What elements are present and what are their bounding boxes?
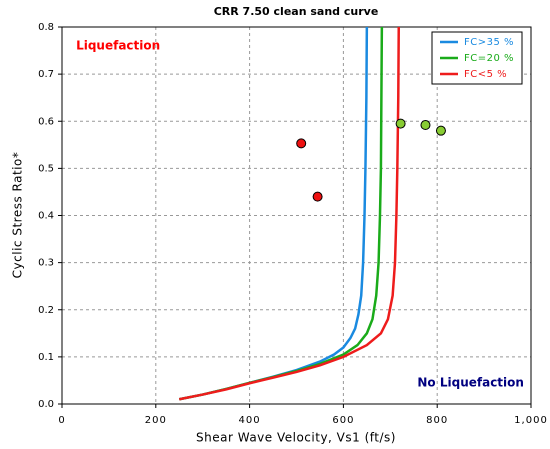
x-tick-label: 600 [332, 415, 354, 426]
data-point [420, 120, 431, 131]
x-tick-label: 1,000 [514, 415, 548, 426]
data-point [312, 191, 323, 202]
y-axis-label: Cyclic Stress Ratio* [11, 152, 25, 279]
x-tick-label: 0 [58, 415, 65, 426]
legend-label: FC>35 % [464, 37, 514, 48]
annotation: No Liquefaction [417, 375, 524, 389]
x-tick-label: 800 [426, 415, 448, 426]
y-tick-label: 0.6 [38, 116, 54, 127]
y-tick-label: 0.0 [38, 399, 54, 410]
y-tick-label: 0.5 [38, 163, 54, 174]
legend-label: FC<5 % [464, 69, 507, 80]
y-tick-label: 0.7 [38, 69, 54, 80]
y-tick-label: 0.1 [38, 352, 54, 363]
y-tick-label: 0.3 [38, 258, 54, 269]
annotation: Liquefaction [76, 38, 160, 52]
y-tick-label: 0.2 [38, 305, 54, 316]
data-point [435, 125, 446, 136]
y-tick-label: 0.8 [38, 22, 54, 33]
chart-title: CRR 7.50 clean sand curve [214, 5, 379, 18]
y-tick-label: 0.4 [38, 211, 54, 222]
x-tick-label: 200 [145, 415, 167, 426]
data-point [296, 138, 307, 149]
data-point [395, 118, 406, 129]
curve [179, 26, 400, 401]
legend-label: FC=20 % [464, 53, 514, 64]
x-tick-label: 400 [239, 415, 261, 426]
x-axis-label: Shear Wave Velocity, Vs1 (ft/s) [196, 431, 396, 445]
plot-frame [61, 26, 532, 405]
